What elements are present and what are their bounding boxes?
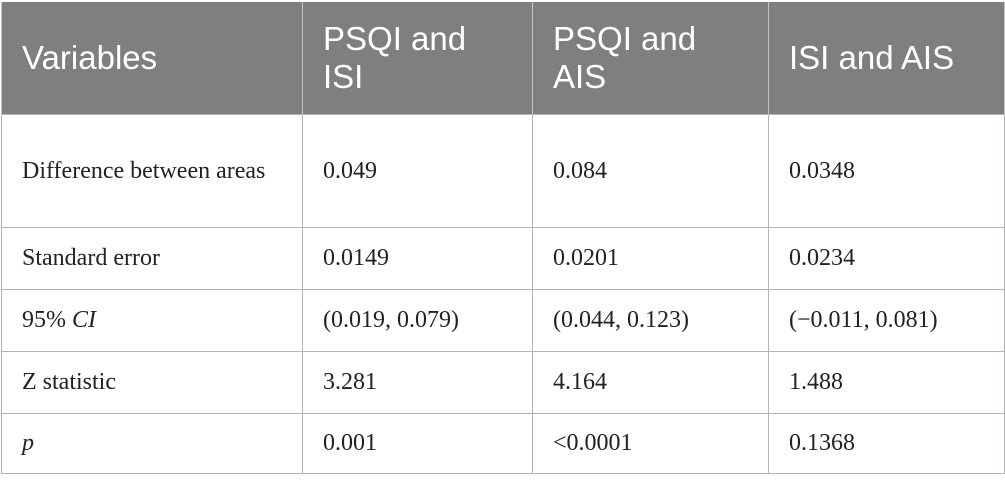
comparison-table: Variables PSQI and ISI PSQI and AIS ISI … xyxy=(1,2,1005,474)
table-cell: 3.281 xyxy=(302,350,533,414)
table-cell: <0.0001 xyxy=(532,412,769,474)
table-cell: 0.1368 xyxy=(768,412,1005,474)
table-row: Difference between areas 0.049 0.084 0.0… xyxy=(1,113,1005,228)
table-row: 95% CI (0.019, 0.079) (0.044, 0.123) (−0… xyxy=(1,288,1005,352)
header-variables: Variables xyxy=(1,2,303,114)
table-row: p 0.001 <0.0001 0.1368 xyxy=(1,412,1005,474)
table-row: Standard error 0.0149 0.0201 0.0234 xyxy=(1,226,1005,290)
header-isi-ais: ISI and AIS xyxy=(768,2,1005,114)
row-label-italic: p xyxy=(22,430,34,456)
header-row: Variables PSQI and ISI PSQI and AIS ISI … xyxy=(1,2,1005,114)
table-cell: 0.084 xyxy=(532,113,769,228)
table-cell: (0.019, 0.079) xyxy=(302,288,533,352)
table-cell: 0.0348 xyxy=(768,113,1005,228)
table-cell: 0.0201 xyxy=(532,226,769,290)
row-label-prefix: 95% xyxy=(22,307,72,333)
row-label: Difference between areas xyxy=(1,113,303,228)
header-psqi-ais: PSQI and AIS xyxy=(532,2,769,114)
row-label-italic: CI xyxy=(72,307,96,333)
table-cell: 1.488 xyxy=(768,350,1005,414)
row-label: Z statistic xyxy=(1,350,303,414)
table-cell: (−0.011, 0.081) xyxy=(768,288,1005,352)
table-row: Z statistic 3.281 4.164 1.488 xyxy=(1,350,1005,414)
table-cell: 0.0149 xyxy=(302,226,533,290)
header-psqi-isi: PSQI and ISI xyxy=(302,2,533,114)
table-cell: (0.044, 0.123) xyxy=(532,288,769,352)
table-cell: 0.049 xyxy=(302,113,533,228)
table-cell: 0.001 xyxy=(302,412,533,474)
table-cell: 0.0234 xyxy=(768,226,1005,290)
table-cell: 4.164 xyxy=(532,350,769,414)
row-label: Standard error xyxy=(1,226,303,290)
row-label: 95% CI xyxy=(1,288,303,352)
row-label: p xyxy=(1,412,303,474)
